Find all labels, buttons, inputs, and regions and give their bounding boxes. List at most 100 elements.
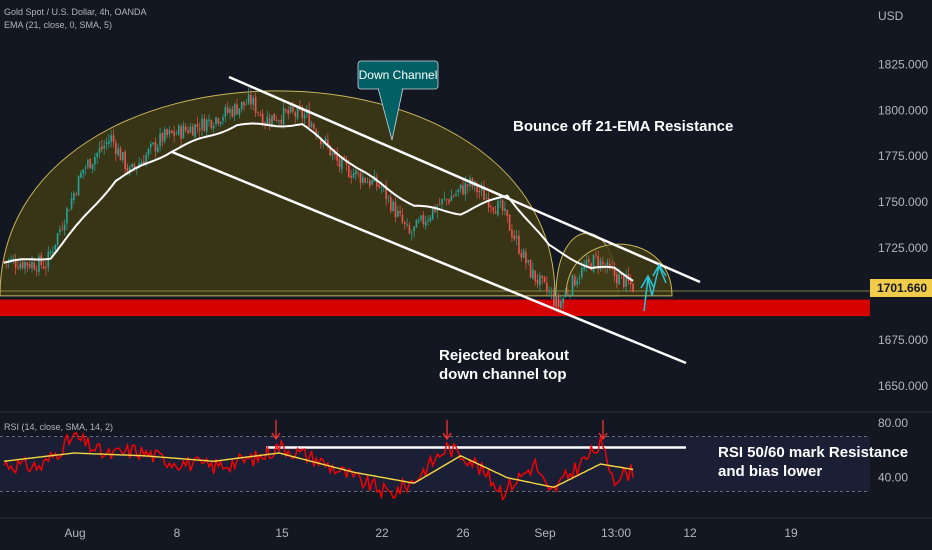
time-tick-label: 22 (375, 526, 389, 540)
candle-body (331, 152, 334, 155)
candle-body (413, 226, 415, 232)
candle-body (387, 196, 390, 198)
candle-body (266, 116, 269, 125)
candle-body (308, 109, 311, 127)
candle-body (506, 209, 509, 216)
candle-body (159, 133, 161, 147)
candle-body (527, 260, 530, 263)
candle-body (371, 179, 373, 185)
candle-body (91, 163, 94, 169)
candle-body (268, 118, 271, 125)
candle-body (441, 199, 443, 204)
candle-body (77, 176, 80, 196)
candle-body (499, 201, 502, 203)
candle-body (184, 126, 187, 131)
candle-body (546, 282, 548, 292)
candle-body (389, 197, 392, 212)
candle-body (464, 183, 467, 195)
currency-label: USD (878, 9, 904, 23)
candle-body (483, 187, 485, 201)
channel-upper-line[interactable] (228, 75, 701, 284)
candle-body (196, 123, 199, 127)
rsi-annotation-line1[interactable]: RSI 50/60 mark Resistance (718, 444, 908, 461)
candle-body (168, 129, 171, 135)
candle-body (606, 262, 609, 268)
ema-line[interactable] (3, 122, 634, 282)
down-channel-callout[interactable]: Down Channel (357, 60, 439, 141)
candle-body (508, 214, 511, 231)
candle-body (163, 129, 166, 142)
candle-body (110, 135, 112, 142)
price-axis[interactable]: USD (878, 9, 904, 23)
candle-body (476, 183, 478, 193)
rsi-legend[interactable]: RSI (14, close, SMA, 14, 2) (4, 422, 113, 432)
rsi-band-fill (0, 436, 870, 492)
candle-body (98, 148, 101, 153)
candle-body (466, 184, 469, 187)
candle-body (569, 294, 571, 296)
rsi-annotation-line2[interactable]: and bias lower (718, 463, 822, 480)
rejected-annotation-line1[interactable]: Rejected breakout (439, 347, 569, 364)
candle-body (329, 145, 331, 156)
candle-body (532, 269, 534, 279)
candle-body (42, 266, 45, 269)
candle-body (564, 292, 567, 298)
candle-body (520, 253, 523, 258)
projection-path[interactable] (643, 263, 667, 312)
candle-body (548, 291, 551, 293)
time-tick-label: 15 (275, 526, 289, 540)
candle-body (70, 198, 73, 210)
rsi-signal-line[interactable] (3, 452, 634, 489)
rsi-line[interactable] (3, 431, 634, 501)
support-zone[interactable] (0, 299, 870, 317)
candle-body (448, 199, 450, 203)
candle-body (59, 229, 61, 232)
candle-body (494, 211, 497, 214)
candle-body (415, 220, 418, 228)
channel-lower-line[interactable] (171, 150, 687, 365)
candle-body (324, 138, 327, 142)
candle-body (94, 157, 96, 165)
candle-body (261, 113, 264, 125)
time-tick-label: 12 (683, 526, 697, 540)
price-tick-label: 1750.000 (878, 195, 928, 209)
rsi-pane[interactable] (0, 420, 870, 501)
candle-body (392, 201, 394, 211)
ema-legend[interactable]: EMA (21, close, 0, SMA, 5) (4, 20, 112, 30)
time-tick-label: 19 (784, 526, 798, 540)
candle-body (597, 255, 599, 268)
candle-body (541, 275, 544, 278)
candle-body (224, 106, 227, 117)
time-axis[interactable]: Aug 8 15 22 26 Sep 13:00 12 19 (0, 517, 932, 540)
candle-body (576, 280, 578, 285)
candle-body (452, 196, 455, 197)
candle-body (280, 119, 283, 124)
candle-body (443, 198, 446, 199)
candle-body (555, 295, 558, 307)
candle-body (287, 110, 290, 114)
rejected-annotation-line2[interactable]: down channel top (439, 366, 567, 383)
candle-body (385, 184, 387, 200)
candle-body (108, 141, 110, 144)
candle-body (345, 160, 348, 165)
candle-body (543, 276, 546, 282)
rsi-tick-label: 80.00 (878, 416, 908, 430)
symbol-legend[interactable]: Gold Spot / U.S. Dollar, 4h, OANDA (4, 7, 147, 17)
candle-body (609, 263, 611, 268)
candle-body (75, 193, 78, 195)
candle-body (417, 220, 420, 222)
rsi-tick-label: 40.00 (878, 471, 908, 485)
candle-body (529, 259, 532, 278)
down-channel-label: Down Channel (359, 68, 438, 82)
candle-body (236, 104, 238, 115)
candle-body (613, 268, 616, 276)
candle-body (254, 96, 257, 113)
candle-body (278, 120, 280, 122)
bounce-annotation[interactable]: Bounce off 21-EMA Resistance (513, 118, 733, 135)
price-tick-label: 1825.000 (878, 57, 928, 71)
candle-body (550, 292, 553, 294)
candle-body (31, 261, 33, 268)
candle-body (590, 263, 592, 271)
candle-body (504, 208, 506, 212)
